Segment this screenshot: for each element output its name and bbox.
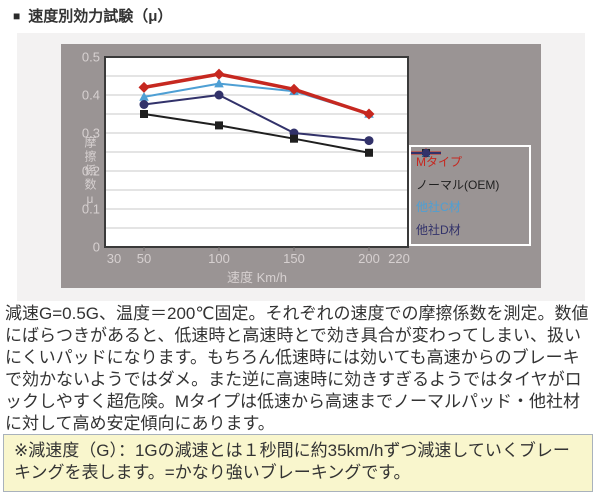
series-line-0 xyxy=(142,72,371,116)
data-point xyxy=(140,110,148,118)
data-point xyxy=(138,81,150,93)
legend-item: 他社C材 xyxy=(411,148,524,215)
description-paragraph: 減速G=0.5G、温度＝200℃固定。それぞれの速度での摩擦係数を測定。数値にば… xyxy=(5,304,589,433)
y-tick-label: 0 xyxy=(92,239,100,255)
page-title: ■ 速度別効力試験（μ） xyxy=(13,5,172,26)
y-tick-label: 0.3 xyxy=(81,125,100,141)
y-tick-label: 0.4 xyxy=(81,87,100,103)
square-bullet-icon: ■ xyxy=(13,8,21,23)
legend-marker-icon xyxy=(411,149,441,157)
y-tick-label: 0.2 xyxy=(81,163,100,179)
data-point xyxy=(139,91,149,101)
data-point xyxy=(214,78,224,88)
y-tick-label: 0.5 xyxy=(81,49,100,65)
chart-canvas xyxy=(104,56,409,251)
series-line-3 xyxy=(143,94,370,142)
data-point xyxy=(288,83,300,95)
x-tick-label: 220 xyxy=(388,251,410,266)
legend-item: 他社D材 xyxy=(411,149,524,238)
page-title-text: 速度別効力試験（μ） xyxy=(28,8,173,25)
legend-label: 他社C材 xyxy=(416,200,461,215)
x-tick-label: 100 xyxy=(208,251,230,266)
x-tick-label: 30 xyxy=(106,251,122,266)
x-tick-label: 50 xyxy=(136,251,152,266)
data-point xyxy=(365,148,373,157)
y-axis-label: 摩擦係数μ xyxy=(83,136,97,208)
chart-panel: 摩擦係数μ 速度 Km/h Mタイプノーマル(OEM) 他社C材他社D材 30 50… xyxy=(17,33,585,301)
friction-chart: 摩擦係数μ 速度 Km/h Mタイプノーマル(OEM) 他社C材他社D材 30 50… xyxy=(61,44,541,288)
data-point xyxy=(364,136,374,146)
chart-legend: Mタイプノーマル(OEM) 他社C材他社D材 xyxy=(409,145,531,246)
note-box: ※減速度（G）：1Gの減速とは１秒間に約35km/hずつ減速していくブレーキング… xyxy=(3,434,593,492)
data-point xyxy=(139,100,149,109)
x-tick-label: 150 xyxy=(283,251,305,266)
legend-label: Mタイプ xyxy=(416,154,462,169)
data-point xyxy=(214,90,224,100)
x-tick-label: 200 xyxy=(358,251,380,266)
data-point xyxy=(363,108,375,120)
data-point xyxy=(213,68,225,80)
data-point xyxy=(290,134,298,143)
legend-label: 他社D材 xyxy=(416,223,461,238)
data-point xyxy=(215,121,223,130)
legend-item: ノーマル(OEM) xyxy=(411,149,524,193)
y-tick-label: 0.1 xyxy=(81,201,100,217)
legend-label: ノーマル(OEM) xyxy=(416,177,500,192)
note-text: ※減速度（G）：1Gの減速とは１秒間に約35km/hずつ減速していくブレーキング… xyxy=(14,441,570,482)
x-axis-label: 速度 Km/h xyxy=(227,270,287,285)
series-line-1 xyxy=(143,113,370,154)
